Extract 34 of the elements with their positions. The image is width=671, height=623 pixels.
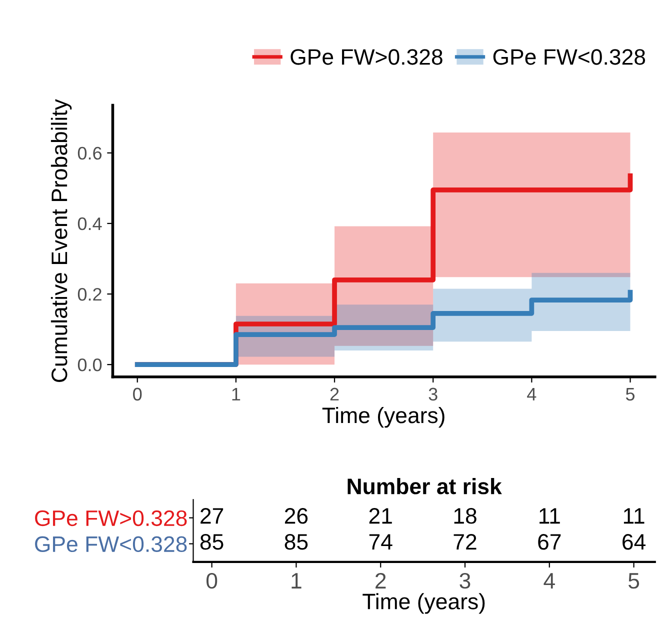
x-axis-title: Time (years)	[362, 593, 485, 614]
data-label: 18	[454, 508, 476, 524]
data-label: 27	[200, 508, 224, 524]
chart-title: Number at risk	[348, 478, 502, 494]
data-label: 85	[200, 534, 224, 550]
x-tick-label: 2	[376, 572, 386, 588]
x-tick-label: 1	[292, 573, 302, 588]
x-tick-label: 0	[206, 572, 218, 589]
data-label: 11	[624, 508, 644, 524]
y-tick-label: 0.0	[78, 358, 102, 372]
legend-label: GPe FW>0.328	[290, 49, 442, 65]
x-tick-label: 3	[460, 572, 470, 589]
x-tick-label: 1	[232, 388, 240, 400]
data-label: 85	[284, 534, 308, 550]
data-label: 21	[369, 508, 392, 524]
y-tick-label: 0.2	[78, 288, 102, 301]
x-tick-label: 0	[133, 388, 142, 401]
data-label: 72	[454, 534, 476, 550]
data-label: 11	[540, 508, 560, 524]
data-label: 64	[622, 534, 646, 550]
x-tick-label: 3	[428, 388, 438, 401]
data-label: 74	[369, 534, 392, 550]
y-tick-label: 0.6	[78, 146, 102, 160]
x-tick-label: 4	[527, 388, 536, 400]
x-axis-title: Time (years)	[322, 406, 444, 428]
data-label: 67	[538, 534, 561, 550]
y-tick-label: 0.4	[78, 217, 102, 230]
x-tick-label: 5	[628, 573, 640, 589]
legend-label: GPe FW<0.328	[493, 49, 646, 65]
data-label: 26	[284, 508, 308, 524]
y-axis-title: Cumulative Event Probability	[50, 99, 72, 382]
x-tick-label: 4	[544, 573, 555, 588]
x-tick-label: 5	[626, 388, 635, 401]
x-tick-label: 2	[330, 388, 339, 400]
